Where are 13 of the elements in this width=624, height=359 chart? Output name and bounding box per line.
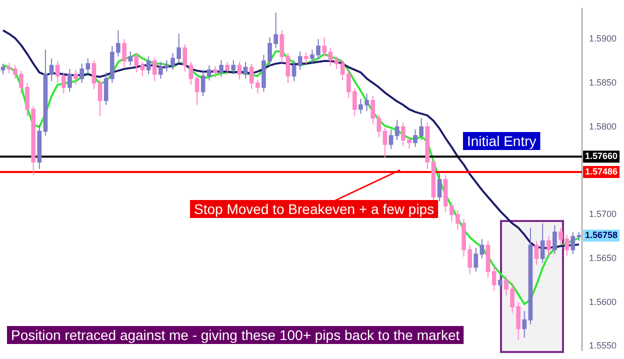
y-tick-label: 1.5800 [589,121,617,132]
annotation: Stop Moved to Breakeven + a few pips [194,200,434,217]
text: 1.56758 [585,230,618,240]
y-tick-label: 1.5550 [589,340,617,351]
y-tick-label: 1.5650 [589,252,617,263]
y-tick-label: 1.5700 [589,209,617,220]
annotation: Position retraced against me - giving these 100+ pips back to the market [11,326,460,343]
ref-line-label: 1.57486 [585,166,618,176]
y-tick-label: 1.5900 [589,34,617,44]
annotation: Initial Entry [467,132,536,149]
y-tick-label: 1.5850 [589,77,617,88]
ref-line-label: 1.57660 [585,151,618,162]
y-tick-label: 1.5600 [589,296,617,307]
